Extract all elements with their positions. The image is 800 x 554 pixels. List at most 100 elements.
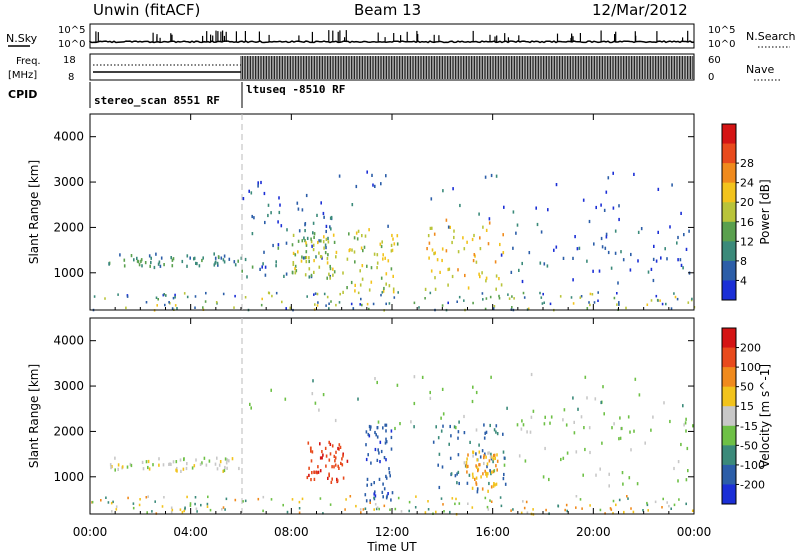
data-point: [172, 296, 175, 300]
data-point: [328, 272, 330, 276]
data-point: [427, 508, 430, 511]
data-point: [570, 296, 573, 299]
cpid-program-1: stereo_scan 8551 RF: [94, 94, 220, 107]
data-point: [479, 247, 482, 251]
cpid-program-2: ltuseq -8510 RF: [246, 83, 345, 96]
data-point: [364, 493, 367, 497]
data-point: [428, 241, 431, 245]
data-point: [448, 442, 450, 446]
data-point: [438, 485, 441, 490]
y-tick-label: 4000: [53, 130, 84, 144]
data-point: [685, 417, 687, 421]
data-point: [306, 295, 308, 298]
data-point: [375, 433, 377, 437]
data-point: [618, 303, 620, 306]
data-point: [503, 472, 505, 477]
colorbar-tick-label: -200: [740, 478, 765, 491]
data-point: [331, 477, 333, 481]
data-point: [484, 431, 486, 435]
freq-unit-label: [MHz]: [8, 70, 37, 81]
data-point: [335, 303, 337, 307]
data-point: [688, 229, 690, 233]
data-point: [473, 253, 476, 257]
data-point: [489, 455, 492, 459]
data-point: [233, 260, 236, 264]
data-point: [329, 225, 331, 229]
data-point: [321, 450, 323, 454]
data-point: [331, 465, 333, 469]
data-point: [368, 424, 371, 429]
data-point: [584, 447, 586, 452]
data-point: [145, 496, 148, 499]
data-point: [162, 293, 165, 297]
data-point: [323, 292, 326, 296]
data-point: [449, 424, 451, 429]
data-point: [654, 500, 657, 504]
data-point: [384, 423, 386, 427]
data-point: [353, 250, 356, 254]
data-point: [500, 504, 503, 508]
data-point: [472, 301, 474, 305]
data-point: [469, 440, 471, 444]
data-point: [653, 244, 655, 248]
data-point: [483, 454, 485, 458]
data-point: [629, 268, 632, 272]
data-point: [522, 500, 524, 503]
data-point: [502, 233, 504, 237]
data-point: [612, 499, 615, 503]
data-point: [384, 256, 386, 260]
data-point: [171, 258, 174, 262]
data-point: [622, 482, 624, 486]
data-point: [396, 242, 399, 246]
data-point: [486, 474, 488, 478]
data-point: [379, 242, 382, 246]
data-point: [490, 455, 493, 459]
data-point: [453, 235, 455, 240]
data-point: [589, 504, 591, 507]
colorbar-tick-label: 12: [740, 235, 754, 248]
y-tick-label: 4000: [53, 334, 84, 348]
data-point: [475, 464, 477, 468]
data-point: [424, 511, 427, 514]
data-point: [311, 392, 314, 396]
data-point: [321, 456, 323, 460]
data-point: [117, 463, 120, 467]
data-point: [390, 435, 393, 440]
data-point: [485, 455, 487, 459]
data-point: [275, 260, 277, 264]
data-point: [195, 261, 197, 265]
data-point: [447, 225, 450, 229]
data-point: [357, 229, 360, 233]
data-point: [338, 301, 341, 304]
data-point: [278, 210, 281, 215]
data-point: [454, 502, 456, 506]
data-point: [486, 462, 489, 466]
data-point: [318, 265, 321, 269]
data-point: [222, 469, 224, 473]
data-point: [325, 237, 328, 241]
data-point: [224, 457, 227, 461]
data-point: [457, 436, 459, 440]
data-point: [385, 272, 388, 276]
cpid-label: CPID: [8, 88, 37, 101]
data-point: [351, 203, 354, 207]
data-point: [565, 423, 568, 427]
data-point: [139, 498, 141, 501]
x-axis-label: Time UT: [366, 540, 417, 554]
data-point: [292, 251, 295, 255]
data-point: [360, 297, 362, 301]
data-point: [493, 482, 495, 486]
colorbar-frame: [721, 327, 737, 505]
data-point: [544, 415, 546, 419]
data-point: [335, 250, 338, 254]
data-point: [108, 262, 110, 266]
data-point: [385, 440, 388, 444]
data-point: [485, 430, 488, 434]
data-point: [542, 292, 544, 296]
data-point: [376, 261, 379, 265]
data-point: [380, 293, 382, 297]
data-point: [193, 464, 196, 468]
data-point: [333, 465, 335, 469]
data-point: [650, 299, 653, 302]
noise-tick-high-left: 10^5: [58, 25, 85, 36]
